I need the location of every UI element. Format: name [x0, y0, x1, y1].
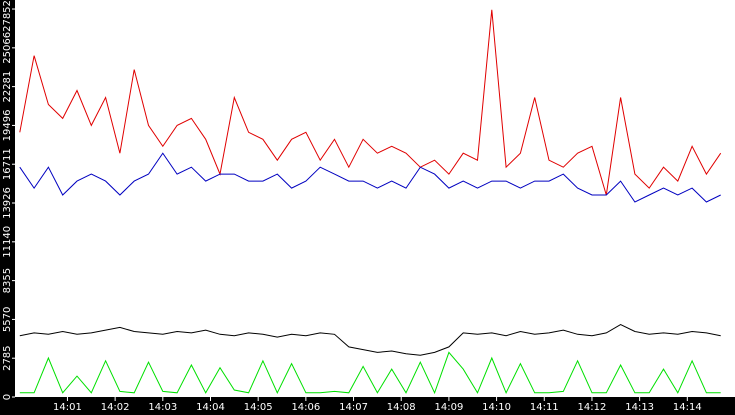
x-tick-label: 14:11 — [530, 402, 559, 413]
y-tick-label: 16711 — [2, 148, 13, 180]
y-tick-label: 8355 — [2, 268, 13, 293]
x-tick-label: 14:01 — [53, 402, 82, 413]
x-tick-label: 14:06 — [291, 402, 320, 413]
x-tick-label: 14:05 — [244, 402, 273, 413]
y-tick-label: 25066 — [2, 32, 13, 64]
y-tick-label: 22281 — [2, 71, 13, 103]
x-tick-label: 14:14 — [673, 402, 702, 413]
series-line — [19, 9, 722, 196]
y-tick-label: 0 — [2, 394, 13, 400]
series-line — [19, 351, 721, 395]
y-tick-label: 27852 — [2, 0, 13, 32]
x-tick-label: 14:02 — [101, 402, 130, 413]
y-tick-label: 19496 — [2, 110, 13, 142]
x-tick-label: 14:04 — [196, 402, 225, 413]
x-tick-label: 14:10 — [482, 402, 511, 413]
x-tick-label: 14:03 — [148, 402, 177, 413]
x-tick-label: 14:09 — [434, 402, 463, 413]
series-line — [19, 324, 721, 356]
y-tick-label: 13926 — [2, 187, 13, 219]
x-tick-label: 14:12 — [578, 402, 607, 413]
y-tick-label: 5570 — [2, 307, 13, 332]
x-tick-label: 14:13 — [625, 402, 654, 413]
x-tick-label: 14:07 — [339, 402, 368, 413]
y-tick-label: 11140 — [2, 226, 13, 258]
y-tick-label: 2785 — [2, 345, 13, 370]
series-line — [19, 152, 721, 203]
x-tick-label: 14:08 — [387, 402, 416, 413]
y-axis-bar — [0, 0, 15, 415]
x-axis-bar — [0, 397, 735, 415]
